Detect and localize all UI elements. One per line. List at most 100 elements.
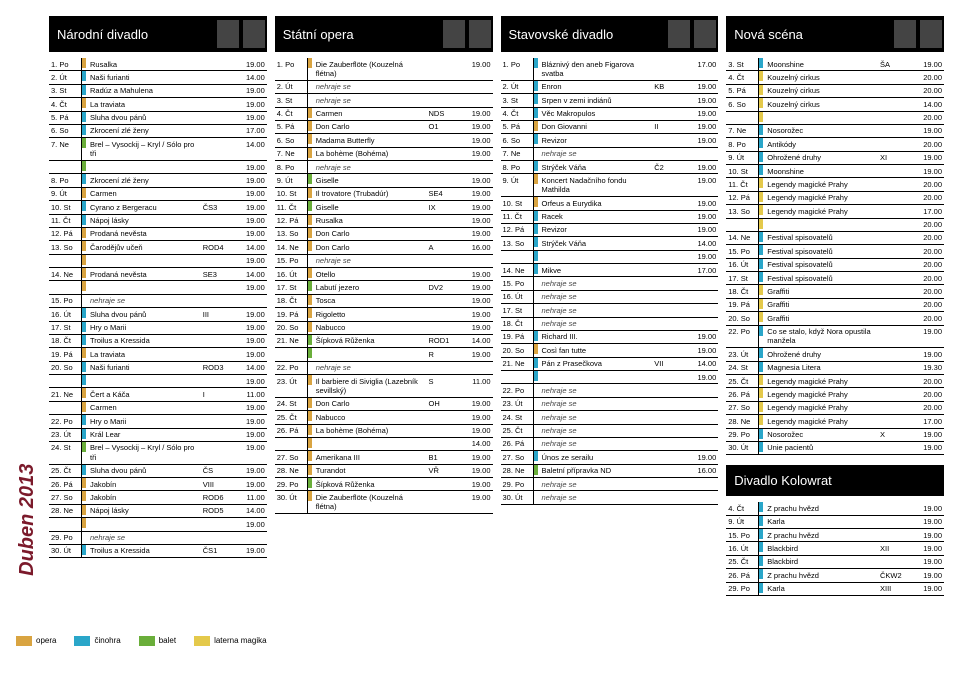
code-cell <box>878 71 914 84</box>
day-cell: 13. So <box>501 237 534 250</box>
day-cell: 13. So <box>275 227 308 240</box>
day-cell: 5. Pá <box>726 84 759 97</box>
day-cell: 24. St <box>501 411 534 424</box>
schedule-row: 29. Ponehraje se <box>501 478 719 491</box>
schedule-row: 18. ČtTroilus a Kressida19.00 <box>49 334 267 347</box>
title-cell: Enron <box>538 80 653 93</box>
time-cell: 20.00 <box>914 298 944 311</box>
code-cell <box>652 371 688 384</box>
code-cell: SE4 <box>427 187 463 200</box>
time-cell: 19.00 <box>237 254 267 267</box>
time-cell: 19.00 <box>914 348 944 361</box>
day-cell: 12. Pá <box>726 191 759 204</box>
title-cell: nehraje se <box>538 304 653 317</box>
schedule-row: 23. ÚtOhrožené druhy19.00 <box>726 348 944 361</box>
title-cell: Šípková Růženka <box>312 478 427 491</box>
day-cell <box>49 254 82 267</box>
schedule-row: 10. StIl trovatore (Trubadúr)SE419.00 <box>275 187 493 200</box>
code-cell <box>652 344 688 357</box>
title-cell: Čarodějův učeň <box>86 241 201 254</box>
title-cell: Naši furianti <box>86 361 201 374</box>
code-cell <box>652 107 688 120</box>
title-cell: Festival spisovatelů <box>763 231 878 244</box>
code-cell <box>201 321 237 334</box>
code-cell <box>201 531 237 544</box>
schedule-row: 16. ÚtSluha dvou pánůIII19.00 <box>49 308 267 321</box>
schedule-row-extra: 19.00 <box>501 250 719 263</box>
code-cell <box>201 124 237 137</box>
schedule-row: 26. Pánehraje se <box>501 437 719 450</box>
time-cell: 17.00 <box>914 415 944 428</box>
title-cell: nehraje se <box>538 290 653 303</box>
day-cell: 26. Pá <box>726 569 759 582</box>
title-cell: Prodaná nevěsta <box>86 227 201 240</box>
schedule-row: 13. SoČarodějův učeňROD414.00 <box>49 241 267 254</box>
day-cell: 9. Út <box>726 515 759 528</box>
schedule-row: 22. PoCo se stalo, když Nora opustila ma… <box>726 325 944 348</box>
code-cell <box>201 138 237 161</box>
code-cell <box>878 348 914 361</box>
time-cell: 19.00 <box>463 268 493 281</box>
schedule-row: 22. PoHry o Marii19.00 <box>49 415 267 428</box>
day-cell: 28. Ne <box>501 464 534 477</box>
title-cell: Revizor <box>538 223 653 236</box>
day-cell: 25. Čt <box>275 411 308 424</box>
legend-item: činohra <box>74 636 120 646</box>
schedule-row: 28. NeBaletní přípravka ND16.00 <box>501 464 719 477</box>
day-cell: 3. St <box>49 84 82 97</box>
day-cell: 9. Út <box>726 151 759 164</box>
code-cell <box>201 294 237 307</box>
schedule-row: 8. PoZkrocení zlé ženy19.00 <box>49 174 267 187</box>
title-cell: Amerikana III <box>312 451 427 464</box>
title-cell: Brel – Vysockij – Kryl / Sólo pro tři <box>86 441 201 464</box>
time-cell: 20.00 <box>914 375 944 388</box>
day-cell: 7. Ne <box>501 147 534 160</box>
title-cell: nehraje se <box>86 294 201 307</box>
time-cell: 19.00 <box>688 371 718 384</box>
code-cell <box>652 264 688 277</box>
time-cell: 19.00 <box>914 502 944 515</box>
title-cell: Karla <box>763 515 878 528</box>
title-cell <box>86 161 201 174</box>
title-cell: Zkrocení zlé ženy <box>86 174 201 187</box>
code-cell <box>201 375 237 388</box>
day-cell: 24. St <box>726 361 759 374</box>
schedule-row: 27. SoAmerikana IIIB119.00 <box>275 451 493 464</box>
code-cell <box>201 71 237 84</box>
code-cell <box>652 464 688 477</box>
schedule-row: 23. Útnehraje se <box>501 397 719 410</box>
header-image-placeholder <box>215 16 267 52</box>
title-cell: Co se stalo, když Nora opustila manžela <box>763 325 878 348</box>
title-cell: Giselle <box>312 201 427 214</box>
title-cell: Tosca <box>312 294 427 307</box>
code-cell <box>427 478 463 491</box>
schedule-row: 29. PoKarlaXIII19.00 <box>726 582 944 595</box>
schedule-row: 27. SoLegendy magické Prahy20.00 <box>726 401 944 414</box>
schedule-row: 15. Ponehraje se <box>501 277 719 290</box>
code-cell <box>652 94 688 107</box>
code-cell <box>201 334 237 347</box>
day-cell: 13. So <box>726 205 759 218</box>
day-cell: 24. St <box>275 397 308 410</box>
schedule-row: 7. NeBrel – Vysockij – Kryl / Sólo pro t… <box>49 138 267 161</box>
title-cell: Král Lear <box>86 428 201 441</box>
title-cell: Blackbird <box>763 542 878 555</box>
schedule-row: 15. Ponehraje se <box>275 254 493 267</box>
title-cell: Troilus a Kressida <box>86 544 201 557</box>
title-cell: nehraje se <box>538 424 653 437</box>
day-cell: 27. So <box>501 451 534 464</box>
column-header: Národní divadlo <box>49 16 267 52</box>
time-cell: 19.00 <box>463 464 493 477</box>
code-cell <box>427 268 463 281</box>
day-cell: 8. Po <box>275 161 308 174</box>
time-cell: 20.00 <box>914 388 944 401</box>
code-cell: IX <box>427 201 463 214</box>
code-cell: III <box>201 308 237 321</box>
day-cell: 22. Po <box>501 384 534 397</box>
title-cell: Don Carlo <box>312 120 427 133</box>
header-image-placeholder <box>892 16 944 52</box>
code-cell <box>201 254 237 267</box>
schedule-row: 14. NeDon CarloA16.00 <box>275 241 493 254</box>
time-cell: 20.00 <box>914 258 944 271</box>
schedule-row: 1. PoRusalka19.00 <box>49 58 267 71</box>
